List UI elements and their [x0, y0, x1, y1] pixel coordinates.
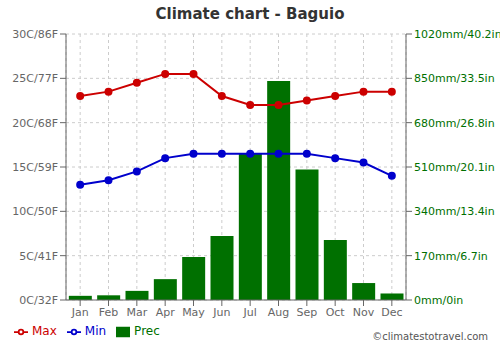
svg-text:Oct: Oct	[326, 306, 346, 319]
svg-text:Jul: Jul	[243, 306, 257, 319]
svg-text:5C/41F: 5C/41F	[19, 250, 58, 263]
svg-text:510mm/20.1in: 510mm/20.1in	[414, 161, 492, 174]
svg-text:Aug: Aug	[268, 306, 289, 319]
html-text:Min: Min	[84, 324, 107, 338]
html-text:©climatestotravel.com: ©climatestotravel.com	[372, 331, 488, 342]
svg-text:15C/59F: 15C/59F	[12, 161, 58, 174]
svg-text:Dec: Dec	[381, 306, 402, 319]
svg-text:1020mm/40.2in: 1020mm/40.2in	[414, 28, 492, 41]
svg-text:25C/77F: 25C/77F	[12, 72, 58, 85]
svg-text:20C/68F: 20C/68F	[12, 117, 58, 130]
svg-text:May: May	[182, 306, 205, 319]
svg-text:Jun: Jun	[212, 306, 230, 319]
svg-text:30C/86F: 30C/86F	[12, 28, 58, 41]
svg-text:Jan: Jan	[71, 306, 89, 319]
html-text:Climate chart - Baguio: Climate chart - Baguio	[155, 5, 345, 23]
svg-text:10C/50F: 10C/50F	[12, 205, 58, 218]
html-text:Max: Max	[32, 324, 57, 338]
svg-text:340mm/13.4in: 340mm/13.4in	[414, 205, 492, 218]
svg-text:Feb: Feb	[99, 306, 118, 319]
svg-text:Apr: Apr	[156, 306, 176, 319]
svg-text:850mm/33.5in: 850mm/33.5in	[414, 72, 492, 85]
svg-text:Nov: Nov	[353, 306, 375, 319]
svg-text:Sep: Sep	[296, 306, 317, 319]
svg-text:0mm/0in: 0mm/0in	[414, 294, 463, 307]
svg-text:170mm/6.7in: 170mm/6.7in	[414, 250, 488, 263]
svg-text:680mm/26.8in: 680mm/26.8in	[414, 117, 492, 130]
html-text:Prec: Prec	[134, 324, 160, 338]
svg-text:0C/32F: 0C/32F	[19, 294, 58, 307]
svg-text:Mar: Mar	[126, 306, 147, 319]
